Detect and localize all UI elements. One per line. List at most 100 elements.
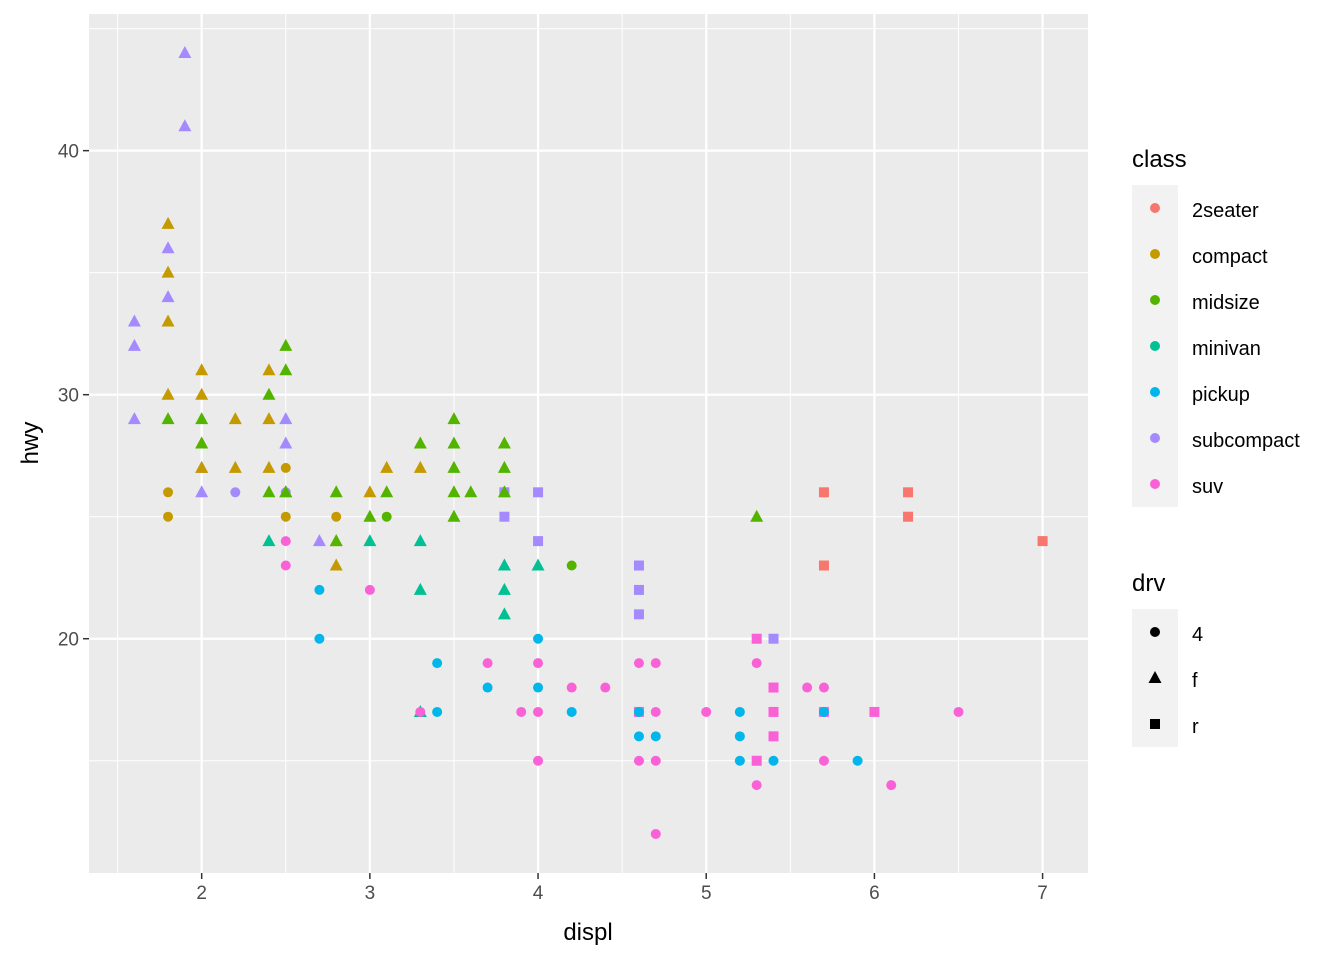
data-point-midsize [363, 509, 377, 522]
legend: class 2seater compact midsize minivan pickup s… [1132, 146, 1300, 747]
data-point-2seater [903, 487, 914, 498]
data-point-midsize [447, 485, 461, 498]
legend-label-compact: compact [1192, 246, 1268, 268]
data-point-suv [768, 682, 779, 693]
data-point-compact [262, 460, 276, 473]
data-point-midsize [195, 412, 209, 425]
data-point-suv [600, 682, 611, 693]
data-point-suv [533, 658, 544, 669]
data-point-suv [802, 682, 813, 693]
data-point-compact [161, 387, 175, 400]
data-point-midsize [447, 412, 461, 425]
data-point-midsize [279, 338, 293, 351]
data-point-subcompact [633, 609, 644, 620]
data-point-suv [768, 731, 779, 742]
data-point-subcompact [533, 487, 544, 498]
legend-key-suv [1150, 479, 1160, 489]
data-point-minivan [531, 558, 545, 571]
data-point-suv [280, 560, 291, 571]
data-point-midsize [262, 485, 276, 498]
data-point-subcompact [161, 290, 175, 303]
legend-title-class: class [1132, 146, 1187, 173]
data-point-pickup [852, 755, 863, 766]
data-point-suv [533, 706, 544, 717]
data-point-compact [280, 511, 291, 522]
data-point-minivan [497, 582, 511, 595]
data-point-compact [161, 314, 175, 327]
data-point-suv [818, 682, 829, 693]
data-point-subcompact [178, 46, 192, 59]
x-tick-label: 2 [196, 883, 207, 904]
data-point-minivan [262, 534, 276, 547]
data-point-midsize [329, 534, 343, 547]
data-point-pickup [734, 755, 745, 766]
data-point-compact [363, 485, 377, 498]
data-point-subcompact [161, 241, 175, 254]
data-point-suv [633, 755, 644, 766]
data-point-compact [380, 460, 394, 473]
legend-label-2seater: 2seater [1192, 200, 1259, 222]
data-point-minivan [413, 534, 427, 547]
legend-key-drv-4 [1150, 627, 1160, 637]
data-point-subcompact [127, 314, 141, 327]
data-point-compact [262, 363, 276, 376]
data-points [127, 46, 1048, 839]
data-point-compact [163, 487, 174, 498]
axes: 2 3 4 5 6 7 20 30 40 [58, 142, 1048, 904]
plot-panel [89, 14, 1088, 873]
data-point-compact [161, 216, 175, 229]
data-point-midsize [750, 509, 764, 522]
data-point-midsize [497, 460, 511, 473]
data-point-compact [262, 412, 276, 425]
data-point-pickup [734, 706, 745, 717]
data-point-pickup [768, 755, 779, 766]
data-point-pickup [566, 706, 577, 717]
data-point-suv [533, 755, 544, 766]
data-point-subcompact [195, 485, 209, 498]
y-tick-label: 20 [58, 630, 79, 651]
data-point-suv [751, 633, 762, 644]
data-point-minivan [413, 582, 427, 595]
legend-key-minivan [1150, 341, 1160, 351]
data-point-subcompact [279, 412, 293, 425]
legend-label-midsize: midsize [1192, 292, 1260, 314]
data-point-pickup [533, 682, 544, 693]
data-point-compact [228, 412, 242, 425]
data-point-midsize [380, 485, 394, 498]
data-point-midsize [329, 485, 343, 498]
data-point-midsize [497, 436, 511, 449]
x-tick-label: 3 [365, 883, 376, 904]
data-point-midsize [279, 363, 293, 376]
data-point-suv [650, 828, 661, 839]
data-point-2seater [818, 560, 829, 571]
legend-label-drv-f: f [1192, 670, 1198, 692]
data-point-midsize [413, 436, 427, 449]
x-tick-label: 7 [1037, 883, 1048, 904]
data-point-suv [650, 755, 661, 766]
data-point-midsize [464, 485, 478, 498]
data-point-minivan [363, 534, 377, 547]
data-point-suv [633, 658, 644, 669]
data-point-midsize [195, 436, 209, 449]
data-point-2seater [903, 511, 914, 522]
data-point-subcompact [230, 487, 241, 498]
data-point-compact [280, 462, 291, 473]
data-point-midsize [161, 412, 175, 425]
data-point-suv [516, 706, 527, 717]
data-point-midsize [447, 509, 461, 522]
data-point-subcompact [127, 338, 141, 351]
data-point-minivan [497, 558, 511, 571]
data-point-midsize [381, 511, 392, 522]
data-point-subcompact [499, 511, 510, 522]
legend-key-compact [1150, 249, 1160, 259]
x-axis-title: displ [563, 919, 612, 946]
data-point-subcompact [178, 119, 192, 132]
legend-key-pickup [1150, 387, 1160, 397]
data-point-midsize [447, 436, 461, 449]
data-point-suv [818, 755, 829, 766]
data-point-compact [228, 460, 242, 473]
data-point-suv [364, 584, 375, 595]
legend-label-suv: suv [1192, 476, 1223, 498]
data-point-subcompact [633, 584, 644, 595]
